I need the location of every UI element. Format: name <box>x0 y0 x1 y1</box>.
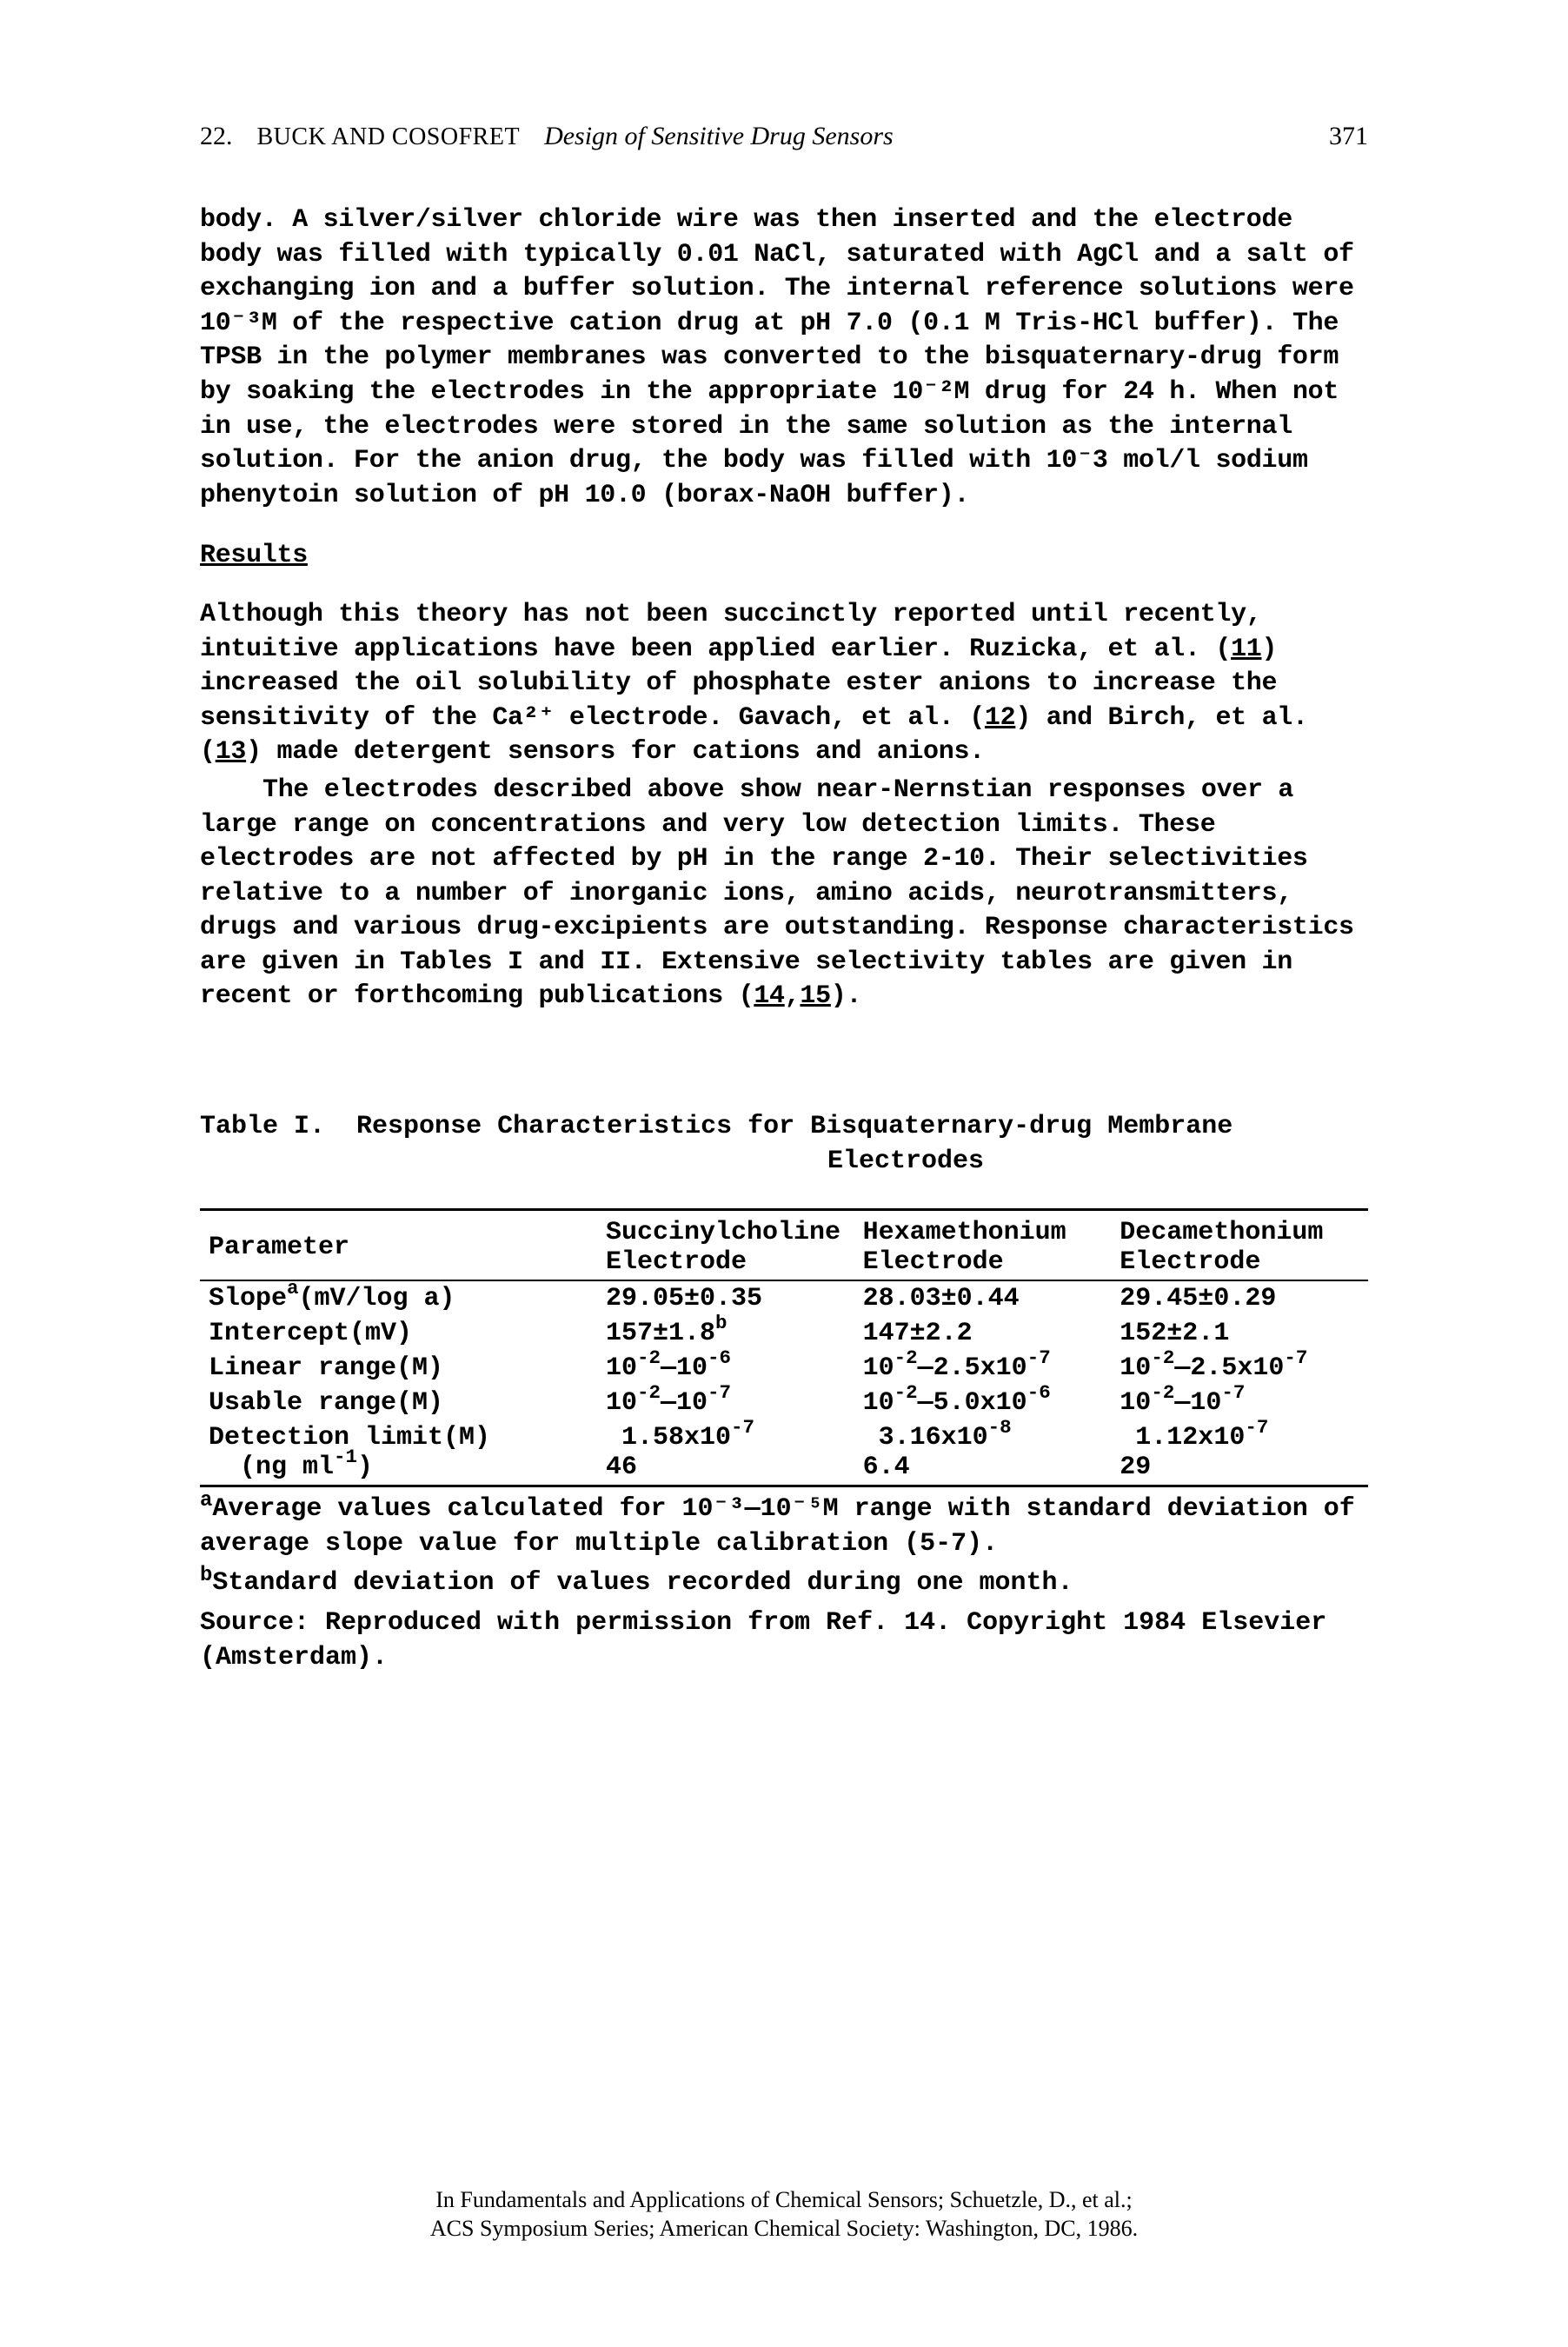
ref-13: 13 <box>216 737 246 767</box>
ref-sep: , <box>785 981 801 1011</box>
col-header-e3-a: Decamethonium <box>1120 1218 1323 1247</box>
running-head-title: Design of Sensitive Drug Sensors <box>544 122 894 151</box>
paragraph-3-text-a: The electrodes described above show near… <box>200 775 1354 1012</box>
col-header-e1-b: Electrode <box>606 1247 846 1277</box>
col-header-e3: Decamethonium Electrode <box>1111 1211 1368 1280</box>
footer-line-2: ACS Symposium Series; American Chemical … <box>0 2215 1568 2244</box>
table-footnotes: aAverage values calculated for 10⁻³—10⁻⁵… <box>200 1493 1368 1675</box>
cell-value: 10-2—10-7 <box>1111 1386 1368 1420</box>
paragraph-2-text-a: Although this theory has not been succin… <box>200 600 1262 664</box>
paragraph-2-text-d: ) made detergent sensors for cations and… <box>246 737 985 767</box>
ref-14: 14 <box>754 981 784 1011</box>
table-caption-prefix: Table I. <box>200 1112 325 1141</box>
footnote-a: aAverage values calculated for 10⁻³—10⁻⁵… <box>200 1493 1368 1561</box>
cell-param: Intercept(mV) <box>200 1316 597 1351</box>
cell-value: 152±2.1 <box>1111 1316 1368 1351</box>
cell-value: 10-2—5.0x10-6 <box>854 1386 1112 1420</box>
paragraph-1: body. A silver/silver chloride wire was … <box>200 203 1368 513</box>
cell-value: 10-2—10-7 <box>597 1386 854 1420</box>
col-header-e2-b: Electrode <box>863 1247 1103 1277</box>
cell-param: Detection limit(M) (ng ml-1) <box>200 1420 597 1485</box>
body-text: body. A silver/silver chloride wire was … <box>200 203 1368 1014</box>
cell-value: 28.03±0.44 <box>854 1281 1112 1316</box>
table-caption-line2: Electrodes <box>200 1145 1368 1180</box>
col-header-e1-a: Succinylcholine <box>606 1218 840 1247</box>
table-rule-bottom <box>200 1485 1368 1487</box>
col-header-e3-b: Electrode <box>1120 1247 1359 1277</box>
table-1: Table I. Response Characteristics for Bi… <box>200 1110 1368 1675</box>
cell-param: Linear range(M) <box>200 1351 597 1386</box>
col-header-parameter: Parameter <box>200 1211 597 1280</box>
table-caption-text: Response Characteristics for Bisquaterna… <box>356 1112 1232 1141</box>
footnote-b-text: Standard deviation of values recorded du… <box>212 1568 1073 1598</box>
cell-param: Usable range(M) <box>200 1386 597 1420</box>
table-caption: Table I. Response Characteristics for Bi… <box>200 1110 1368 1179</box>
col-header-e2: Hexamethonium Electrode <box>854 1211 1112 1280</box>
footer-line-1: In Fundamentals and Applications of Chem… <box>0 2186 1568 2215</box>
data-table-body: Slopea(mV/log a)29.05±0.3528.03±0.4429.4… <box>200 1281 1368 1485</box>
running-head-authors: BUCK AND COSOFRET <box>257 123 521 151</box>
table-row: Linear range(M)10-2—10-610-2—2.5x10-710-… <box>200 1351 1368 1386</box>
cell-value: 29.45±0.29 <box>1111 1281 1368 1316</box>
ref-11: 11 <box>1231 635 1261 664</box>
footnote-a-text: Average values calculated for 10⁻³—10⁻⁵M… <box>200 1494 1355 1559</box>
cell-value: 1.58x10-746 <box>597 1420 854 1485</box>
cell-value: 10-2—2.5x10-7 <box>854 1351 1112 1386</box>
footnote-a-marker: a <box>200 1489 212 1513</box>
paragraph-2: Although this theory has not been succin… <box>200 598 1368 770</box>
data-table: Parameter Succinylcholine Electrode Hexa… <box>200 1211 1368 1280</box>
col-header-e1: Succinylcholine Electrode <box>597 1211 854 1280</box>
table-row: Usable range(M)10-2—10-710-2—5.0x10-610-… <box>200 1386 1368 1420</box>
chapter-number: 22. <box>200 122 233 151</box>
paragraph-3: The electrodes described above show near… <box>200 774 1368 1014</box>
cell-param: Slopea(mV/log a) <box>200 1281 597 1316</box>
table-row: Intercept(mV)157±1.8b147±2.2152±2.1 <box>200 1316 1368 1351</box>
ref-15: 15 <box>800 981 830 1011</box>
table-row: Detection limit(M) (ng ml-1) 1.58x10-746… <box>200 1420 1368 1485</box>
running-head: 22. BUCK AND COSOFRET Design of Sensitiv… <box>200 122 1368 151</box>
paragraph-3-text-b: ). <box>831 981 861 1011</box>
cell-value: 147±2.2 <box>854 1316 1112 1351</box>
footnote-b: bStandard deviation of values recorded d… <box>200 1566 1368 1601</box>
page-footer: In Fundamentals and Applications of Chem… <box>0 2186 1568 2243</box>
footnote-source: Source: Reproduced with permission from … <box>200 1606 1368 1675</box>
section-heading-results: Results <box>200 539 308 574</box>
footnote-b-marker: b <box>200 1564 212 1587</box>
table-row: Slopea(mV/log a)29.05±0.3528.03±0.4429.4… <box>200 1281 1368 1316</box>
cell-value: 3.16x10-86.4 <box>854 1420 1112 1485</box>
col-header-e2-a: Hexamethonium <box>863 1218 1066 1247</box>
cell-value: 1.12x10-729 <box>1111 1420 1368 1485</box>
page-number: 371 <box>1329 122 1368 151</box>
ref-12: 12 <box>985 703 1015 733</box>
